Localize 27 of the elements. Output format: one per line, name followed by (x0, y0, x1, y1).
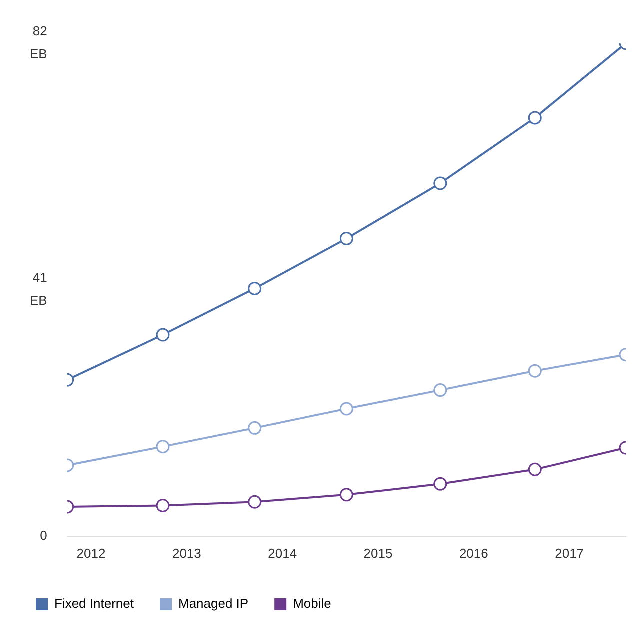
x-tick-label: 2013 (172, 546, 202, 561)
point (156, 328, 170, 342)
point (340, 402, 354, 416)
point (156, 498, 170, 512)
x-tick-label: 2014 (268, 546, 298, 561)
point (528, 364, 542, 378)
point (528, 111, 542, 125)
point (434, 384, 448, 398)
point (248, 495, 262, 509)
legend-label: Mobile (293, 596, 332, 612)
y-tick-label: 41 EB (30, 270, 48, 308)
x-tick-label: 2012 (76, 546, 106, 561)
legend-label: Fixed Internet (54, 596, 134, 612)
x-tick-label: 2016 (459, 546, 488, 561)
x-tick-label: 2015 (364, 546, 393, 561)
point (434, 176, 448, 190)
point (434, 477, 448, 491)
y-tick-label: 0 (40, 528, 48, 543)
y-tick-label: 82 EB (30, 23, 48, 62)
point (528, 462, 542, 476)
point (248, 282, 262, 296)
legend-label: Managed IP (178, 596, 249, 612)
x-tick-label: 2017 (555, 546, 584, 561)
point (340, 232, 354, 246)
point (340, 488, 354, 502)
point (156, 440, 170, 454)
point (248, 421, 262, 435)
